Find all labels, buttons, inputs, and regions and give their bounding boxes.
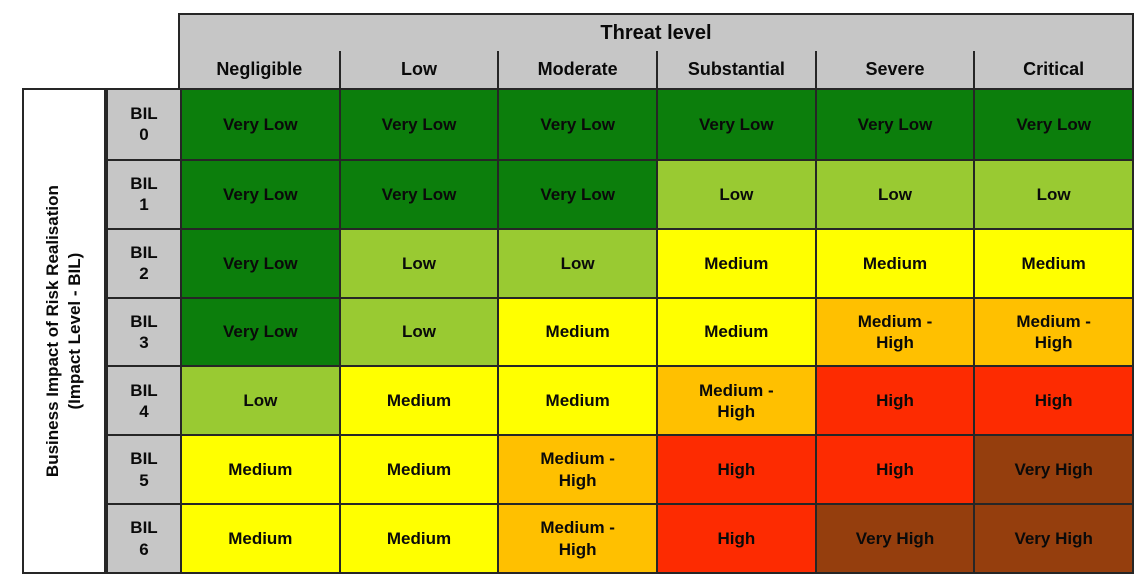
risk-cell-bil3-critical: Medium - High bbox=[973, 296, 1132, 366]
risk-cell-bil0-low: Very Low bbox=[338, 90, 498, 159]
risk-matrix-grid: BIL 0 Very Low Very Low Very Low Very Lo… bbox=[106, 88, 1134, 574]
row-header-bil-1: BIL 1 bbox=[108, 158, 180, 228]
risk-cell-bil0-severe: Very Low bbox=[814, 90, 974, 159]
impact-axis-label-line2: (Impact Level - BIL) bbox=[65, 252, 84, 410]
row-header-bil-2: BIL 2 bbox=[108, 227, 180, 297]
risk-cell-bil2-low: Low bbox=[338, 227, 498, 297]
risk-cell-bil3-moderate: Medium bbox=[497, 296, 656, 366]
impact-axis-label: Business Impact of Risk Realisation (Imp… bbox=[42, 96, 86, 566]
risk-cell-bil5-moderate: Medium - High bbox=[497, 434, 656, 504]
risk-cell-bil4-negligible: Low bbox=[180, 365, 339, 435]
risk-cell-bil6-moderate: Medium - High bbox=[497, 503, 656, 572]
risk-cell-bil4-moderate: Medium bbox=[497, 365, 656, 435]
column-header-low: Low bbox=[338, 51, 498, 88]
risk-cell-bil0-negligible: Very Low bbox=[180, 90, 339, 159]
impact-axis-label-line1: Business Impact of Risk Realisation bbox=[42, 185, 62, 477]
risk-cell-bil5-critical: Very High bbox=[973, 434, 1132, 504]
risk-cell-bil4-critical: High bbox=[973, 365, 1132, 435]
column-header-substantial: Substantial bbox=[656, 51, 815, 88]
row-header-bil-3: BIL 3 bbox=[108, 296, 180, 366]
risk-cell-bil3-severe: Medium - High bbox=[814, 296, 974, 366]
risk-cell-bil5-substantial: High bbox=[656, 434, 815, 504]
risk-cell-bil2-moderate: Low bbox=[497, 227, 656, 297]
risk-cell-bil3-low: Low bbox=[338, 296, 498, 366]
threat-level-title: Threat level bbox=[600, 21, 712, 44]
threat-level-column-headers: Negligible Low Moderate Substantial Seve… bbox=[178, 51, 1134, 90]
threat-level-banner: Threat level bbox=[178, 13, 1134, 53]
risk-cell-bil4-substantial: Medium - High bbox=[656, 365, 815, 435]
risk-cell-bil2-severe: Medium bbox=[814, 227, 974, 297]
risk-cell-bil1-substantial: Low bbox=[656, 158, 815, 228]
row-header-bil-4: BIL 4 bbox=[108, 365, 180, 435]
column-header-critical: Critical bbox=[973, 51, 1132, 88]
risk-cell-bil1-severe: Low bbox=[814, 158, 974, 228]
risk-cell-bil2-negligible: Very Low bbox=[180, 227, 339, 297]
risk-cell-bil1-low: Very Low bbox=[338, 158, 498, 228]
risk-cell-bil5-low: Medium bbox=[338, 434, 498, 504]
row-header-bil-0: BIL 0 bbox=[108, 90, 180, 159]
row-header-bil-5: BIL 5 bbox=[108, 434, 180, 504]
risk-cell-bil2-substantial: Medium bbox=[656, 227, 815, 297]
risk-cell-bil4-severe: High bbox=[814, 365, 974, 435]
column-header-severe: Severe bbox=[814, 51, 974, 88]
row-header-bil-6: BIL 6 bbox=[108, 503, 180, 572]
risk-cell-bil2-critical: Medium bbox=[973, 227, 1132, 297]
risk-cell-bil3-substantial: Medium bbox=[656, 296, 815, 366]
risk-cell-bil6-substantial: High bbox=[656, 503, 815, 572]
risk-cell-bil0-substantial: Very Low bbox=[656, 90, 815, 159]
impact-axis-label-box: Business Impact of Risk Realisation (Imp… bbox=[22, 88, 106, 574]
risk-cell-bil1-negligible: Very Low bbox=[180, 158, 339, 228]
risk-cell-bil6-severe: Very High bbox=[814, 503, 974, 572]
column-header-negligible: Negligible bbox=[216, 59, 303, 79]
risk-cell-bil3-negligible: Very Low bbox=[180, 296, 339, 366]
risk-cell-bil0-critical: Very Low bbox=[973, 90, 1132, 159]
risk-cell-bil6-low: Medium bbox=[338, 503, 498, 572]
risk-cell-bil1-moderate: Very Low bbox=[497, 158, 656, 228]
risk-cell-bil0-moderate: Very Low bbox=[497, 90, 656, 159]
risk-cell-bil5-negligible: Medium bbox=[180, 434, 339, 504]
risk-cell-bil6-negligible: Medium bbox=[180, 503, 339, 572]
risk-cell-bil4-low: Medium bbox=[338, 365, 498, 435]
column-header-moderate: Moderate bbox=[497, 51, 656, 88]
risk-cell-bil1-critical: Low bbox=[973, 158, 1132, 228]
risk-cell-bil5-severe: High bbox=[814, 434, 974, 504]
risk-cell-bil6-critical: Very High bbox=[973, 503, 1132, 572]
